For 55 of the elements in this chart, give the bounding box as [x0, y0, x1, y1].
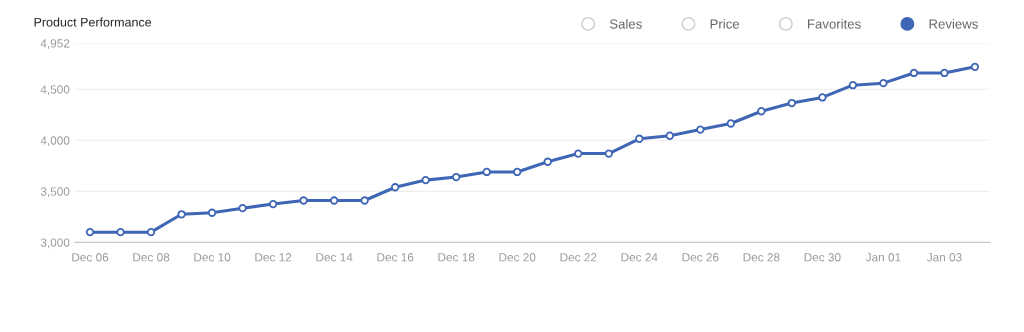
point — [360, 196, 369, 205]
point — [238, 204, 247, 213]
y-tick-label: 3,000 — [40, 238, 70, 249]
point — [818, 93, 827, 102]
point — [390, 183, 400, 192]
point — [207, 208, 217, 217]
point — [85, 227, 95, 237]
point — [970, 62, 980, 71]
x-tick-label: Dec 24 — [621, 253, 658, 262]
point — [513, 167, 522, 177]
point — [848, 81, 858, 90]
x-tick-label: Dec 26 — [682, 253, 719, 262]
y-tick-label: 4,000 — [40, 136, 70, 147]
x-tick-label: Dec 30 — [804, 253, 841, 262]
point — [329, 196, 339, 205]
point — [299, 196, 308, 205]
point — [452, 172, 461, 182]
x-tick-label: Jan 01 — [865, 253, 901, 262]
point — [787, 98, 797, 108]
x-tick-label: Dec 18 — [438, 253, 475, 262]
point — [604, 149, 613, 158]
point — [543, 157, 552, 166]
legend-label: Reviews — [929, 18, 978, 29]
x-tick-label: Dec 28 — [743, 253, 780, 262]
legend-label: Price — [710, 18, 740, 29]
point — [146, 227, 156, 237]
point — [635, 134, 644, 143]
y-tick-label: 3,500 — [40, 187, 70, 198]
legend-label: Sales — [609, 18, 642, 29]
point — [665, 131, 674, 140]
x-tick-label: Dec 22 — [560, 253, 597, 262]
point — [482, 167, 491, 177]
point — [757, 107, 766, 116]
point — [940, 68, 949, 78]
x-tick-label: Dec 16 — [377, 253, 414, 262]
x-tick-label: Dec 20 — [499, 253, 536, 262]
point — [574, 149, 583, 158]
x-tick-label: Dec 14 — [316, 253, 353, 262]
chart-title: Product Performance — [34, 17, 152, 27]
x-tick-label: Dec 08 — [133, 253, 170, 262]
point — [726, 119, 735, 128]
x-tick-label: Dec 06 — [72, 253, 109, 262]
x-tick-label: Dec 10 — [194, 253, 231, 262]
point — [696, 125, 705, 134]
y-tick-label: 4,952 — [40, 39, 70, 49]
point — [421, 175, 430, 185]
point — [909, 68, 919, 78]
y-tick-label: 4,500 — [40, 85, 70, 96]
point — [177, 210, 186, 219]
x-tick-label: Jan 03 — [926, 253, 962, 262]
point — [879, 79, 888, 88]
x-tick-label: Dec 12 — [255, 253, 292, 262]
point — [116, 227, 125, 237]
point — [268, 199, 278, 209]
legend-label: Favorites — [808, 18, 861, 29]
